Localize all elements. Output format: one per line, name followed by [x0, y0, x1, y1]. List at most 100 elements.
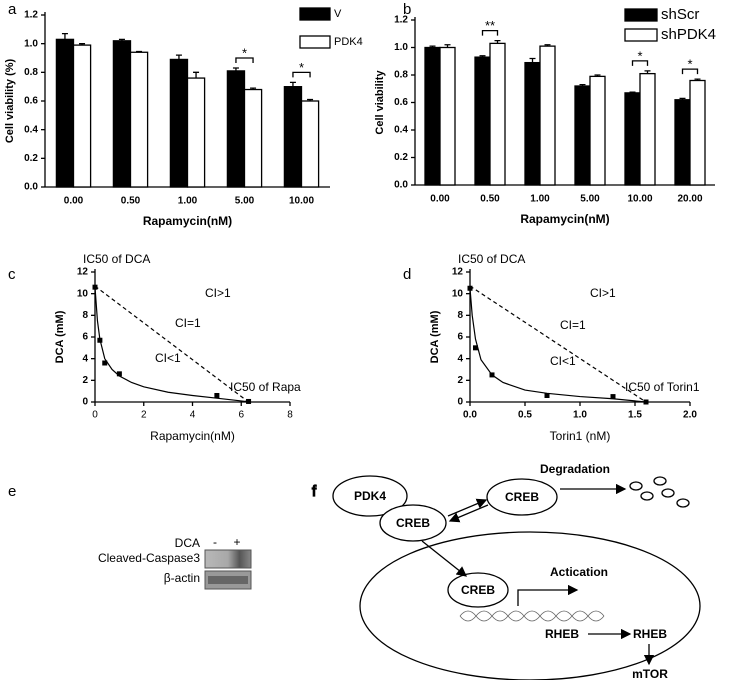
error-bar — [193, 71, 200, 79]
error-bar — [289, 81, 296, 87]
annotation: IC50 of Torin1 — [625, 380, 700, 394]
error-bar — [594, 74, 601, 77]
y-tick-label: 0.0 — [24, 182, 38, 193]
significance-bracket — [235, 57, 254, 64]
bar — [129, 51, 149, 188]
x-tick-label: 2.0 — [683, 410, 697, 421]
significance-bracket — [681, 68, 699, 75]
additive-line — [94, 285, 249, 403]
annotation: IC50 of DCA — [83, 252, 150, 266]
bar — [55, 38, 75, 188]
dna — [459, 610, 605, 622]
point — [544, 393, 550, 398]
node-shape — [379, 504, 447, 542]
node-label: CREB — [396, 516, 430, 530]
error-bar — [118, 38, 125, 41]
x-tick-label: 10.00 — [627, 194, 652, 205]
bar — [226, 70, 246, 188]
band-label: β-actin — [164, 571, 200, 585]
y-tick-label: 1.0 — [24, 38, 38, 49]
x-tick-label: 0.50 — [480, 194, 500, 205]
bar — [243, 88, 263, 188]
legend-label: V — [334, 8, 342, 20]
bar — [186, 77, 206, 188]
bar — [169, 58, 189, 188]
legend-label: shScr — [661, 6, 699, 23]
x-tick-label: 0.00 — [430, 194, 450, 205]
y-tick-label: 8 — [82, 310, 88, 321]
point — [610, 394, 616, 400]
error-bar — [79, 43, 86, 46]
arrow — [421, 540, 468, 577]
bar — [283, 86, 303, 188]
point — [92, 284, 98, 290]
additive-line — [469, 285, 647, 403]
significance-label: * — [687, 57, 692, 72]
panel-letter: a — [8, 1, 17, 18]
blot-band — [204, 549, 252, 569]
x-axis-label: Rapamycin(nM) — [520, 212, 609, 226]
y-tick-label: 6 — [457, 332, 463, 343]
process-label: Actication — [550, 565, 608, 579]
annotation: CI<1 — [155, 351, 181, 365]
point — [467, 285, 473, 291]
significance-label: * — [299, 60, 304, 75]
node-label: CREB — [505, 490, 539, 504]
point — [489, 372, 495, 378]
error-bar — [679, 97, 686, 100]
x-axis-label: Torin1 (nM) — [550, 429, 611, 443]
bar — [474, 56, 491, 186]
x-tick-label: 0.0 — [463, 410, 477, 421]
node-label: mTOR — [632, 667, 668, 680]
point — [473, 345, 478, 351]
x-tick-label: 2 — [141, 410, 147, 421]
y-axis-label: Cell viability (%) — [4, 58, 16, 143]
y-tick-label: 0.4 — [24, 124, 38, 135]
bar — [574, 85, 591, 186]
panel-letter: b — [403, 1, 411, 18]
y-tick-label: 6 — [82, 332, 88, 343]
bar — [624, 92, 641, 186]
error-bar — [429, 45, 436, 48]
y-tick-label: 0 — [82, 397, 88, 408]
y-tick-label: 0.4 — [394, 125, 408, 136]
legend-swatch — [299, 7, 331, 21]
bar — [424, 46, 441, 186]
dna — [459, 610, 605, 622]
annotation: CI=1 — [175, 316, 201, 330]
error-bar — [529, 57, 536, 63]
error-bar — [232, 67, 239, 71]
x-tick-label: 1.0 — [573, 410, 587, 421]
fragment — [640, 491, 654, 501]
fit-curve — [469, 288, 647, 403]
bar — [674, 99, 691, 186]
node-label: RHEB — [545, 627, 579, 641]
significance-bracket — [631, 60, 649, 66]
bar — [639, 72, 656, 186]
point — [102, 360, 108, 366]
arrow — [517, 584, 579, 606]
x-tick-label: 1.5 — [628, 410, 642, 421]
significance-bracket — [292, 71, 311, 78]
node-shape — [332, 475, 408, 517]
bar — [689, 79, 706, 186]
lane-label: + — [233, 535, 240, 549]
lane-label: - — [213, 535, 217, 549]
node-shape — [486, 478, 558, 516]
bar — [300, 100, 320, 188]
x-tick-label: 1.00 — [530, 194, 550, 205]
error-bar — [61, 32, 68, 40]
y-tick-label: 4 — [457, 353, 463, 364]
y-tick-label: 1.0 — [394, 42, 408, 53]
annotation: IC50 of DCA — [458, 252, 525, 266]
panel-letter: e — [8, 483, 16, 500]
x-tick-label: 1.00 — [178, 196, 198, 207]
significance-label: * — [637, 48, 642, 63]
node-label: RHEB — [633, 627, 667, 641]
error-bar — [544, 44, 551, 47]
process-label: Degradation — [540, 462, 610, 476]
significance-bracket — [481, 29, 499, 36]
error-bar — [175, 54, 182, 60]
error-bar — [494, 39, 501, 44]
annotation: CI>1 — [590, 286, 616, 300]
